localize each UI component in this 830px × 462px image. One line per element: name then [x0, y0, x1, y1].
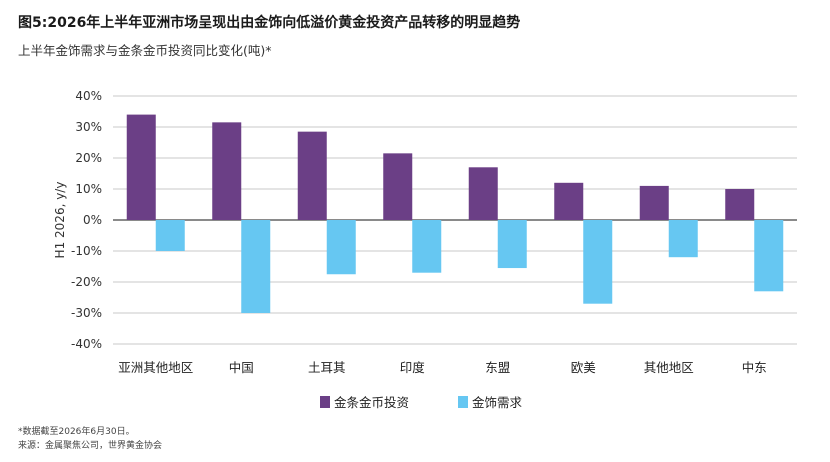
x-category-label: 其他地区 — [644, 360, 694, 375]
legend-swatch-invest — [320, 396, 330, 408]
y-tick-label: -20% — [71, 275, 102, 289]
bar-invest — [212, 122, 242, 220]
y-tick-label: -30% — [71, 306, 102, 320]
bar-invest — [383, 153, 413, 220]
y-tick-label: 10% — [75, 182, 102, 196]
chart-subtitle: 上半年金饰需求与金条金币投资同比变化(吨)* — [18, 43, 272, 58]
legend-label-invest: 金条金币投资 — [334, 395, 409, 410]
bars — [126, 114, 784, 313]
x-category-label: 土耳其 — [308, 360, 346, 375]
bar-jewelry — [326, 220, 356, 275]
legend-label-jewelry: 金饰需求 — [472, 395, 523, 410]
y-tick-label: -40% — [71, 337, 102, 351]
bar-jewelry — [412, 220, 442, 273]
y-axis-label: H1 2026, y/y — [53, 182, 67, 259]
bar-jewelry — [754, 220, 784, 292]
y-tick-labels: 40% 30% 20% 10% 0% -10% -20% -30% -40% — [71, 89, 102, 351]
x-category-label: 欧美 — [571, 360, 596, 375]
footnote: *数据截至2026年6月30日。 — [18, 427, 135, 437]
bar-invest — [639, 185, 669, 220]
x-category-label: 中东 — [742, 360, 767, 375]
bar-jewelry — [497, 220, 527, 269]
x-category-label: 东盟 — [485, 360, 510, 375]
legend-swatch-jewelry — [458, 396, 468, 408]
bar-invest — [554, 182, 584, 220]
y-tick-label: 40% — [75, 89, 102, 103]
source-note: 来源：金属聚焦公司，世界黄金协会 — [18, 441, 163, 451]
bar-invest — [297, 131, 327, 220]
bar-jewelry — [583, 220, 613, 304]
bar-jewelry — [241, 220, 271, 313]
bar-invest — [126, 114, 156, 220]
bar-jewelry — [668, 220, 698, 258]
chart-title: 图5:2026年上半年亚洲市场呈现出由金饰向低溢价黄金投资产品转移的明显趋势 — [18, 15, 521, 31]
y-tick-label: -10% — [71, 244, 102, 258]
y-tick-label: 20% — [75, 151, 102, 165]
y-tick-label: 30% — [75, 120, 102, 134]
x-category-label: 中国 — [229, 360, 254, 375]
x-category-label: 亚洲其他地区 — [118, 360, 193, 375]
x-category-labels: 亚洲其他地区 中国 土耳其 印度 东盟 欧美 其他地区 中东 — [118, 360, 767, 375]
bar-jewelry — [155, 220, 185, 251]
bar-invest — [725, 189, 755, 220]
x-category-label: 印度 — [400, 360, 426, 375]
y-tick-label: 0% — [83, 213, 102, 227]
legend: 金条金币投资 金饰需求 — [320, 395, 523, 410]
bar-invest — [468, 167, 498, 220]
